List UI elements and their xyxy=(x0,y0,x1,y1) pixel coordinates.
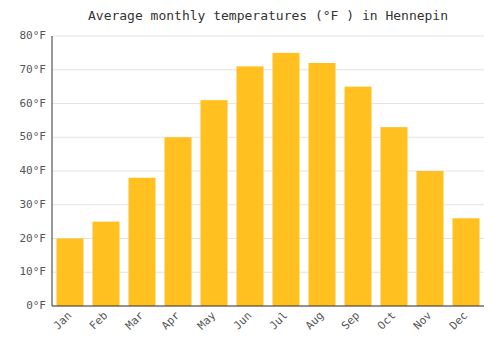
x-tick-label: Sep xyxy=(339,309,362,332)
grid-line xyxy=(52,306,484,307)
grid xyxy=(52,36,484,306)
bar xyxy=(345,87,372,306)
y-tick-label: 70°F xyxy=(20,63,47,76)
bar xyxy=(57,239,84,307)
grid-line xyxy=(52,69,484,70)
bar xyxy=(165,137,192,306)
bar xyxy=(417,171,444,306)
y-tick-label: 0°F xyxy=(26,299,46,312)
x-tick-label: Feb xyxy=(87,309,110,332)
bars xyxy=(57,53,480,306)
bar xyxy=(201,100,228,306)
y-tick-label: 50°F xyxy=(20,130,47,143)
x-tick-label: Jul xyxy=(267,309,290,332)
bar xyxy=(93,222,120,306)
x-tick-label: Jan xyxy=(51,309,74,332)
x-tick-label: Apr xyxy=(159,309,183,333)
grid-line xyxy=(52,137,484,138)
y-tick-label: 30°F xyxy=(20,198,47,211)
bar xyxy=(237,66,264,306)
grid-line xyxy=(52,103,484,104)
y-axis: 0°F 10°F 20°F 30°F 40°F 50°F 60°F 70°F 80°F xyxy=(20,29,47,312)
bar xyxy=(381,127,408,306)
y-axis-line xyxy=(52,36,53,306)
x-tick-label: Jun xyxy=(231,309,254,332)
chart-svg: 0°F 10°F 20°F 30°F 40°F 50°F 60°F 70°F 80°F Jan Fe… xyxy=(0,0,500,350)
x-tick-label: Aug xyxy=(303,309,326,332)
grid-line xyxy=(52,36,484,37)
bar xyxy=(453,218,480,306)
y-tick-label: 20°F xyxy=(20,232,47,245)
x-tick-label: Mar xyxy=(123,309,147,333)
y-tick-label: 40°F xyxy=(20,164,47,177)
chart-container: 0°F 10°F 20°F 30°F 40°F 50°F 60°F 70°F 80°F Jan Fe… xyxy=(0,0,500,350)
title: Average monthly temperatures (°F ) in He… xyxy=(88,8,448,23)
x-tick-label: Dec xyxy=(447,309,470,332)
x-axis: Jan Feb Mar Apr May Jun Jul Aug Sep Oct Nov Dec xyxy=(51,309,470,333)
x-tick-label: Nov xyxy=(411,309,435,333)
bar xyxy=(129,178,156,306)
x-tick-label: Oct xyxy=(375,309,398,332)
bar xyxy=(309,63,336,306)
y-tick-label: 10°F xyxy=(20,265,47,278)
y-tick-label: 80°F xyxy=(20,29,47,42)
y-tick-label: 60°F xyxy=(20,97,47,110)
bar xyxy=(273,53,300,306)
x-axis-line xyxy=(52,306,484,307)
x-tick-label: May xyxy=(195,309,219,333)
